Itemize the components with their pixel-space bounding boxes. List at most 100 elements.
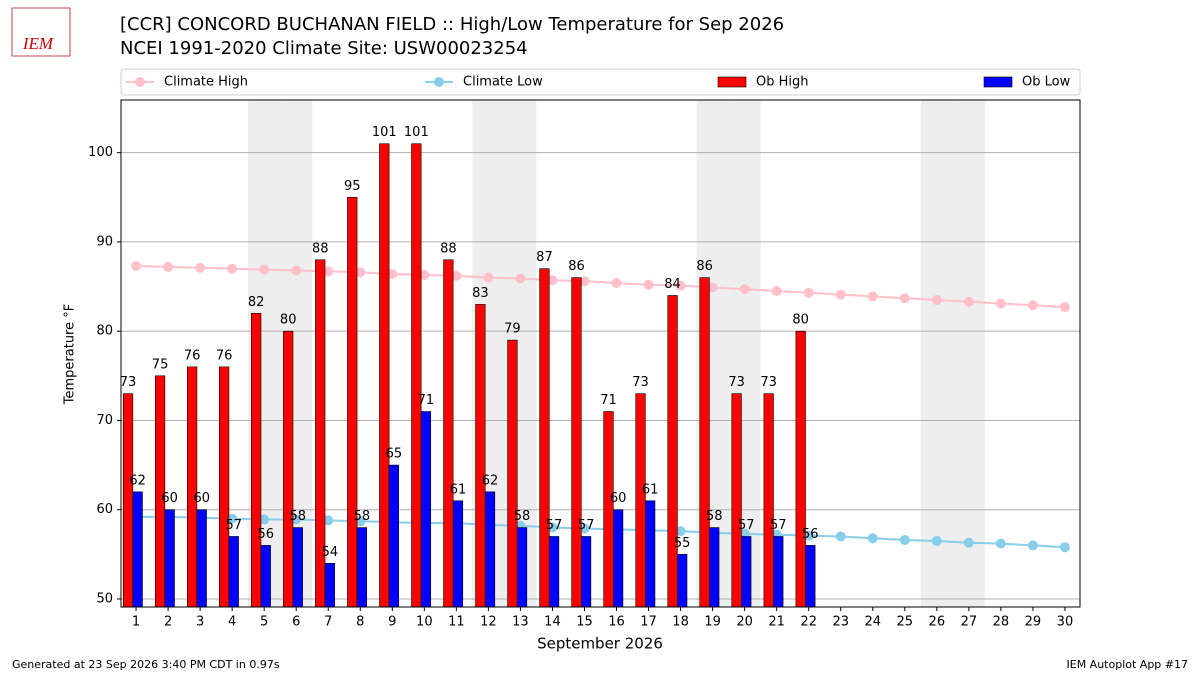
legend-swatch xyxy=(983,76,1013,88)
bar xyxy=(539,268,550,608)
legend-label: Ob Low xyxy=(1022,75,1071,90)
y-tick-label: 90 xyxy=(96,234,113,249)
bar xyxy=(805,545,816,608)
data-label: 65 xyxy=(386,447,403,462)
line-marker xyxy=(547,275,558,286)
line xyxy=(136,265,1066,309)
bar xyxy=(219,366,230,608)
bar xyxy=(763,393,774,608)
bar xyxy=(635,393,646,608)
data-label: 56 xyxy=(258,527,275,542)
y-tick-label: 50 xyxy=(96,591,113,606)
chart-title: [CCR] CONCORD BUCHANAN FIELD :: High/Low… xyxy=(120,14,784,35)
data-label: 57 xyxy=(578,518,595,533)
x-tick-label: 3 xyxy=(196,615,204,630)
line-marker xyxy=(1027,300,1038,311)
line-marker xyxy=(995,538,1006,549)
x-tick-label: 9 xyxy=(388,615,396,630)
bar xyxy=(122,393,134,608)
legend-swatch xyxy=(717,76,747,88)
data-label: 57 xyxy=(546,518,563,533)
line-marker xyxy=(803,530,814,541)
line-marker xyxy=(867,291,878,302)
data-label: 84 xyxy=(664,277,681,292)
weekend-shade xyxy=(920,100,953,607)
x-tick-label: 21 xyxy=(768,615,785,630)
data-label: 88 xyxy=(440,241,457,256)
line-marker xyxy=(1059,542,1070,553)
line-marker xyxy=(867,533,878,544)
line-marker xyxy=(259,514,270,525)
bar xyxy=(516,527,528,608)
data-label: 54 xyxy=(322,545,339,560)
line-marker xyxy=(227,263,238,274)
data-label: 76 xyxy=(184,348,201,363)
bar xyxy=(507,339,518,608)
data-label: 95 xyxy=(344,179,361,194)
x-tick-label: 13 xyxy=(512,615,529,630)
data-label: 61 xyxy=(642,482,659,497)
bar xyxy=(580,536,592,608)
bar xyxy=(709,527,720,608)
bar xyxy=(645,500,656,608)
x-tick-label: 24 xyxy=(864,615,881,630)
line-marker xyxy=(931,294,942,305)
data-label: 101 xyxy=(372,125,397,140)
line-marker xyxy=(643,279,654,290)
logo: IEM xyxy=(22,34,54,53)
x-tick-label: 27 xyxy=(961,615,978,630)
x-tick-label: 19 xyxy=(704,615,721,630)
bar xyxy=(443,259,454,608)
line-marker xyxy=(835,289,846,300)
line-marker xyxy=(323,266,334,277)
bar xyxy=(667,295,678,608)
x-tick-label: 16 xyxy=(608,615,625,630)
line-marker xyxy=(899,293,910,304)
data-label: 73 xyxy=(728,375,745,390)
bar xyxy=(228,536,239,608)
bar xyxy=(603,411,614,608)
bar xyxy=(411,143,422,608)
data-label: 82 xyxy=(248,295,265,310)
x-tick-label: 2 xyxy=(164,615,172,630)
x-tick-label: 14 xyxy=(544,615,561,630)
line-marker xyxy=(771,286,782,297)
line-marker xyxy=(675,526,686,537)
x-tick-label: 10 xyxy=(416,615,433,630)
x-tick-label: 6 xyxy=(292,615,300,630)
x-tick-label: 8 xyxy=(356,615,364,630)
data-label: 71 xyxy=(600,393,617,408)
y-tick-label: 100 xyxy=(88,145,113,160)
x-tick-label: 12 xyxy=(480,615,497,630)
bar xyxy=(548,536,560,608)
legend-label: Ob High xyxy=(756,75,809,90)
y-tick-label: 70 xyxy=(96,413,113,428)
data-label: 58 xyxy=(706,509,723,524)
bar xyxy=(795,330,806,608)
line-marker xyxy=(931,535,942,546)
x-tick-label: 15 xyxy=(576,615,593,630)
data-label: 61 xyxy=(450,482,467,497)
bar xyxy=(260,545,271,608)
x-tick-label: 7 xyxy=(324,615,332,630)
bar xyxy=(613,509,624,608)
x-axis-label: September 2026 xyxy=(537,635,663,653)
line-marker xyxy=(355,267,366,278)
line-marker xyxy=(995,298,1006,309)
bar xyxy=(699,277,710,608)
data-label: 58 xyxy=(514,509,531,524)
bar xyxy=(164,509,175,608)
line-marker xyxy=(675,280,686,291)
line-marker xyxy=(611,277,622,288)
bar xyxy=(292,527,303,608)
data-label: 80 xyxy=(792,313,809,328)
line-marker xyxy=(803,287,814,298)
bar xyxy=(356,527,367,608)
legend-box xyxy=(120,68,1081,96)
line-marker xyxy=(131,261,142,272)
data-label: 60 xyxy=(193,491,210,506)
line-marker xyxy=(291,265,302,276)
line-marker xyxy=(963,537,974,548)
data-label: 60 xyxy=(161,491,178,506)
